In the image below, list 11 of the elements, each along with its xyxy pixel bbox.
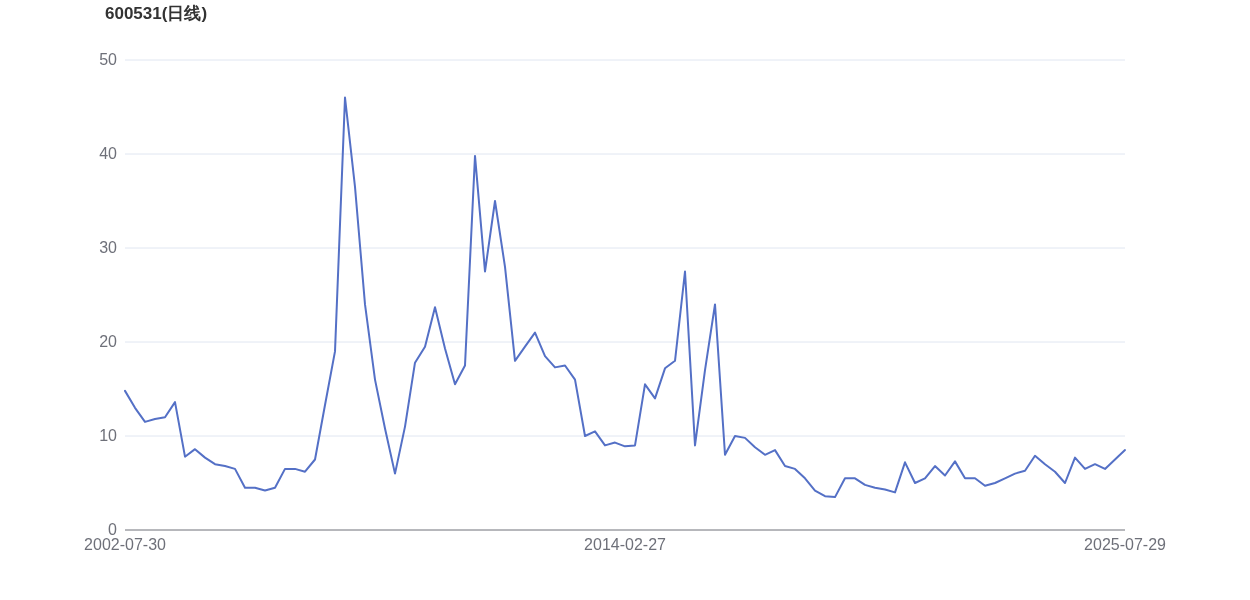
y-tick-label: 20: [99, 333, 118, 350]
y-tick-label: 30: [99, 239, 118, 256]
x-tick-label: 2025-07-29: [1084, 536, 1167, 553]
x-tick-label: 2014-02-27: [584, 536, 667, 553]
y-tick-label: 50: [99, 51, 118, 68]
y-tick-label: 40: [99, 145, 118, 162]
line-series: [124, 96, 1126, 499]
chart-title: 600531(日线): [105, 4, 208, 23]
x-tick-label: 2002-07-30: [84, 536, 167, 553]
y-tick-label: 0: [108, 521, 118, 538]
y-tick-label: 10: [99, 427, 118, 444]
